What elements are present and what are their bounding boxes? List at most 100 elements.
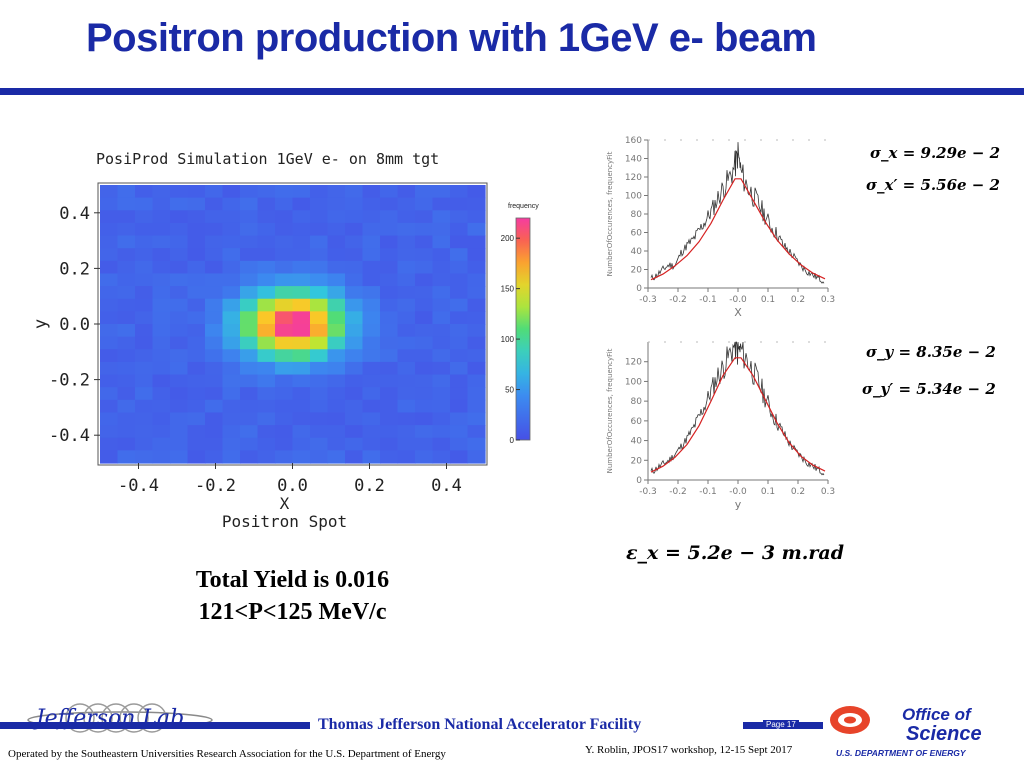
- heatmap-cell: [257, 349, 276, 363]
- heatmap-cell: [362, 387, 381, 401]
- heatmap-cell: [345, 235, 364, 249]
- heatmap-cell: [257, 336, 276, 350]
- data-series-line: [650, 142, 825, 284]
- heatmap-cell: [450, 324, 469, 338]
- heatmap-cell: [345, 399, 364, 414]
- heatmap-cell: [292, 361, 311, 376]
- heatmap-cell: [222, 210, 241, 224]
- sigma-x-prime-equation: σ_x′ = 5.56e − 2: [866, 176, 1000, 194]
- heatmap-cell: [100, 336, 119, 350]
- heatmap-cell: [275, 412, 294, 426]
- heatmap-cell: [170, 374, 189, 388]
- x-tick-label: -0.2: [669, 295, 687, 305]
- heatmap-cell: [240, 361, 259, 376]
- heatmap-cell: [327, 210, 346, 224]
- y-tick-label: 0.2: [59, 259, 90, 279]
- heatmap-cell: [292, 235, 311, 249]
- heatmap-cell: [257, 235, 276, 249]
- y-tick-label: 100: [625, 192, 642, 202]
- heatmap-cell: [362, 298, 381, 312]
- heatmap-cell: [205, 450, 224, 464]
- heatmap-cell: [117, 425, 136, 439]
- heatmap-cell: [152, 374, 171, 388]
- heatmap-cell: [240, 185, 259, 199]
- heatmap-cell: [100, 210, 119, 224]
- heatmap-cell: [170, 273, 189, 287]
- x-tick-label: 0.1: [761, 295, 775, 305]
- heatmap-cell: [380, 324, 399, 338]
- heatmap-cell: [432, 311, 451, 325]
- heatmap-cell: [345, 387, 364, 401]
- heatmap-cell: [450, 260, 469, 275]
- heatmap-cell: [275, 197, 294, 211]
- y-tick-label: 60: [631, 229, 643, 239]
- heatmap-cell: [152, 286, 171, 300]
- heatmap-cell: [117, 349, 136, 363]
- heatmap-cell: [100, 222, 119, 237]
- heatmap-cell: [205, 298, 224, 312]
- heatmap-cell: [152, 298, 171, 312]
- heatmap-cell: [152, 248, 171, 262]
- heatmap-cell: [450, 437, 469, 451]
- heatmap-cell: [292, 273, 311, 287]
- heatmap-cell: [275, 286, 294, 300]
- heatmap-cell: [205, 185, 224, 199]
- heatmap-cell: [397, 197, 416, 211]
- heatmap-cell: [292, 412, 311, 426]
- y-tick-label: 80: [631, 397, 643, 407]
- y-tick-label: -0.4: [49, 426, 90, 446]
- heatmap-cell: [222, 374, 241, 388]
- heatmap-cell: [432, 185, 451, 199]
- heatmap-cell: [275, 260, 294, 275]
- heatmap-cell: [135, 374, 154, 388]
- heatmap-cell: [292, 425, 311, 439]
- heatmap-cell: [432, 298, 451, 312]
- heatmap-cell: [240, 248, 259, 262]
- heatmap-cell: [152, 197, 171, 211]
- heatmap-cell: [187, 437, 206, 451]
- heatmap-cell: [117, 298, 136, 312]
- page-title: Positron production with 1GeV e- beam: [86, 16, 817, 60]
- heatmap-cell: [170, 349, 189, 363]
- heatmap-cell: [362, 450, 381, 464]
- heatmap-cell: [432, 222, 451, 237]
- heatmap-cell: [380, 437, 399, 451]
- heatmap-cell: [415, 235, 434, 249]
- heatmap-cell: [205, 286, 224, 300]
- heatmap-cell: [397, 425, 416, 439]
- heatmap-cell: [450, 298, 469, 312]
- y-tick-label: 80: [631, 210, 643, 220]
- heatmap-cell: [257, 298, 276, 312]
- heatmap-cell: [117, 185, 136, 199]
- heatmap-cell: [345, 311, 364, 325]
- heatmap-cell: [292, 336, 311, 350]
- heatmap-cell: [292, 222, 311, 237]
- heatmap-cell: [240, 450, 259, 464]
- heatmap-cell: [467, 387, 486, 401]
- heatmap-cell: [310, 210, 329, 224]
- heatmap-cell: [310, 437, 329, 451]
- heatmap-subtitle: Positron Spot: [222, 512, 347, 531]
- x-tick-label: -0.3: [639, 487, 657, 497]
- heatmap-cell: [467, 361, 486, 376]
- heatmap-cell: [415, 450, 434, 464]
- heatmap-cell: [310, 286, 329, 300]
- heatmap-cell: [467, 324, 486, 338]
- heatmap-cell: [257, 425, 276, 439]
- heatmap-cell: [292, 450, 311, 464]
- x-tick-label: -0.3: [639, 295, 657, 305]
- colorbar-label: frequency: [508, 203, 539, 210]
- heatmap-cell: [170, 210, 189, 224]
- heatmap-cell: [152, 260, 171, 275]
- heatmap-cell: [467, 222, 486, 237]
- heatmap-cell: [240, 286, 259, 300]
- heatmap-cell: [415, 197, 434, 211]
- heatmap-cell: [135, 273, 154, 287]
- heatmap-cell: [380, 185, 399, 199]
- heatmap-cell: [292, 298, 311, 312]
- heatmap-cell: [432, 260, 451, 275]
- heatmap-cell: [205, 387, 224, 401]
- heatmap-cell: [187, 324, 206, 338]
- heatmap-cell: [450, 412, 469, 426]
- heatmap-cell: [450, 349, 469, 363]
